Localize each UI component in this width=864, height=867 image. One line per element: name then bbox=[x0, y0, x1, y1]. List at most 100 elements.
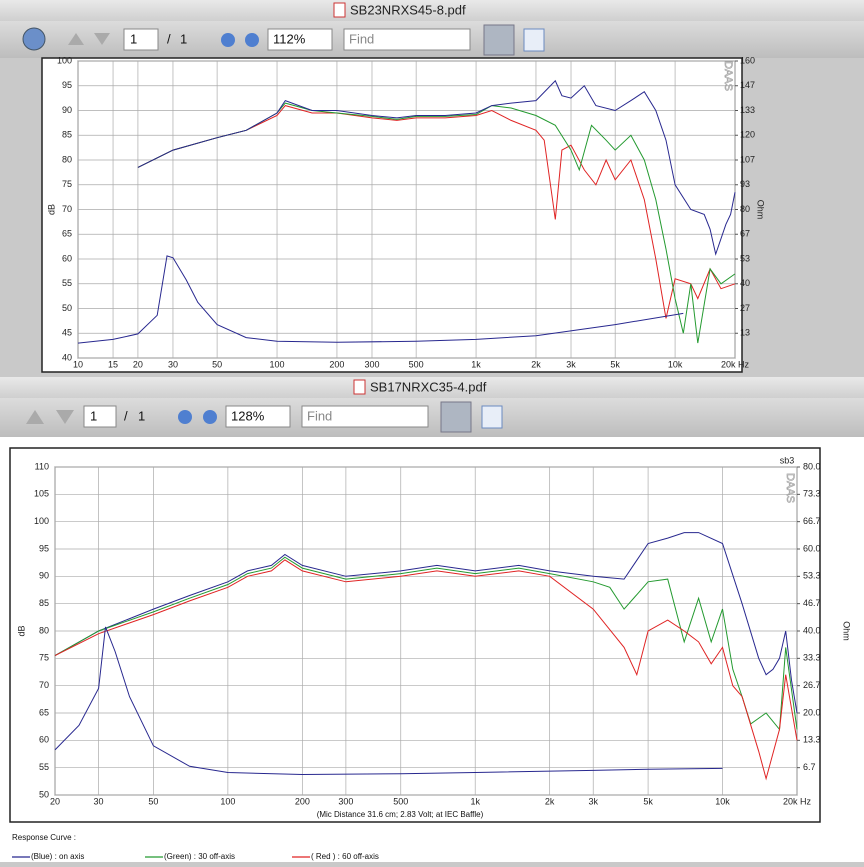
y-tick-label: 85 bbox=[62, 130, 72, 140]
fit-page-button[interactable] bbox=[483, 24, 515, 56]
y2-tick-label: 147 bbox=[740, 80, 755, 90]
pdf-icon bbox=[333, 2, 346, 18]
y-tick-label: 105 bbox=[34, 489, 49, 499]
x-tick-label: 100 bbox=[220, 796, 235, 806]
y-tick-label: 55 bbox=[39, 762, 49, 772]
prev-page-button[interactable] bbox=[26, 410, 44, 424]
y-tick-label: 100 bbox=[34, 516, 49, 526]
x-tick-label: 20k Hz bbox=[721, 359, 750, 369]
x-tick-label: 3k bbox=[566, 359, 576, 369]
y-tick-label: 60 bbox=[39, 735, 49, 745]
y-tick-label: 100 bbox=[57, 55, 72, 65]
find-placeholder: Find bbox=[349, 31, 374, 46]
x-tick-label: 20 bbox=[133, 359, 143, 369]
page-number: 1 bbox=[90, 408, 97, 423]
y2-tick-label: 107 bbox=[740, 154, 755, 164]
curve bbox=[54, 626, 723, 776]
y-tick-label: 75 bbox=[62, 179, 72, 189]
y-tick-label: 80 bbox=[39, 625, 49, 635]
legend-label: ( Red ) : 60 off-axis bbox=[311, 852, 379, 861]
sidebar-button[interactable] bbox=[22, 27, 46, 51]
zoom-value: 128% bbox=[231, 408, 265, 423]
x-tick-label: 10 bbox=[73, 359, 83, 369]
zoom-value: 112% bbox=[273, 31, 306, 46]
prev-page-button[interactable] bbox=[68, 33, 84, 45]
x-tick-label: 20 bbox=[50, 796, 60, 806]
y2-tick-label: 13.3 bbox=[803, 735, 821, 745]
y2-tick-label: 80 bbox=[740, 204, 750, 214]
zoom-in-button[interactable] bbox=[245, 33, 259, 47]
page-field[interactable] bbox=[123, 28, 159, 51]
y2-tick-label: 133 bbox=[740, 105, 755, 115]
next-page-button[interactable] bbox=[94, 33, 110, 45]
x-tick-label: 300 bbox=[364, 359, 379, 369]
y-tick-label: 90 bbox=[62, 105, 72, 115]
zoom-field[interactable] bbox=[225, 405, 291, 428]
y-tick-label: 95 bbox=[39, 543, 49, 553]
zoom-in-button[interactable] bbox=[203, 410, 217, 424]
x-tick-label: 30 bbox=[168, 359, 178, 369]
y2-axis-label: Ohm bbox=[842, 621, 852, 641]
find-field[interactable] bbox=[343, 28, 471, 51]
y2-tick-label: 33.3 bbox=[803, 653, 821, 663]
curve bbox=[137, 105, 736, 319]
fit-width-button[interactable] bbox=[523, 28, 545, 52]
y-axis-label: dB bbox=[16, 625, 26, 636]
x-tick-label: 2k bbox=[545, 796, 555, 806]
legend-label: (Green) : 30 off-axis bbox=[164, 852, 235, 861]
y-tick-label: 50 bbox=[62, 303, 72, 313]
x-tick-label: 50 bbox=[148, 796, 158, 806]
caption: (Mic Distance 31.6 cm; 2.83 Volt; at IEC… bbox=[317, 810, 484, 819]
y-tick-label: 70 bbox=[62, 204, 72, 214]
y-tick-label: 80 bbox=[62, 154, 72, 164]
y2-tick-label: 53.3 bbox=[803, 571, 821, 581]
next-page-button[interactable] bbox=[56, 410, 74, 424]
y-tick-label: 65 bbox=[62, 229, 72, 239]
y2-tick-label: 6.7 bbox=[803, 762, 816, 772]
fit-width-button[interactable] bbox=[481, 405, 503, 429]
y2-tick-label: 120 bbox=[740, 130, 755, 140]
title-bar bbox=[0, 377, 864, 398]
y2-tick-label: 73.3 bbox=[803, 489, 821, 499]
fit-page-button[interactable] bbox=[440, 401, 472, 433]
x-tick-label: 1k bbox=[471, 359, 481, 369]
y2-tick-label: 80.0 bbox=[803, 461, 821, 471]
curve bbox=[137, 102, 736, 344]
y-tick-label: 75 bbox=[39, 653, 49, 663]
legend-title: Response Curve : bbox=[12, 833, 76, 842]
x-tick-label: 10k bbox=[715, 796, 730, 806]
x-tick-label: 1k bbox=[470, 796, 480, 806]
y2-tick-label: 40 bbox=[740, 278, 750, 288]
y2-tick-label: 60.0 bbox=[803, 543, 821, 553]
curve bbox=[77, 255, 684, 344]
y-tick-label: 85 bbox=[39, 598, 49, 608]
find-field[interactable] bbox=[301, 405, 429, 428]
zoom-field[interactable] bbox=[267, 28, 333, 51]
x-tick-label: 50 bbox=[212, 359, 222, 369]
x-tick-label: 20k Hz bbox=[783, 796, 812, 806]
y2-tick-label: 26.7 bbox=[803, 680, 821, 690]
x-tick-label: 300 bbox=[338, 796, 353, 806]
curve bbox=[54, 559, 798, 781]
y-tick-label: 90 bbox=[39, 571, 49, 581]
y2-tick-label: 66.7 bbox=[803, 516, 821, 526]
y-tick-label: 50 bbox=[39, 789, 49, 799]
curve bbox=[137, 79, 736, 256]
x-tick-label: 3k bbox=[588, 796, 598, 806]
page-field[interactable] bbox=[83, 405, 117, 428]
page-separator: / bbox=[124, 408, 128, 423]
x-tick-label: 200 bbox=[329, 359, 344, 369]
y-tick-label: 95 bbox=[62, 80, 72, 90]
y2-tick-label: 20.0 bbox=[803, 707, 821, 717]
y2-tick-label: 13 bbox=[740, 328, 750, 338]
window-title: SB23NRXS45-8.pdf bbox=[350, 2, 466, 17]
zoom-out-button[interactable] bbox=[178, 410, 192, 424]
x-tick-label: 5k bbox=[610, 359, 620, 369]
x-tick-label: 15 bbox=[108, 359, 118, 369]
x-tick-label: 2k bbox=[531, 359, 541, 369]
x-tick-label: 500 bbox=[393, 796, 408, 806]
zoom-out-button[interactable] bbox=[221, 33, 235, 47]
x-tick-label: 100 bbox=[270, 359, 285, 369]
chart-frame bbox=[9, 447, 821, 823]
